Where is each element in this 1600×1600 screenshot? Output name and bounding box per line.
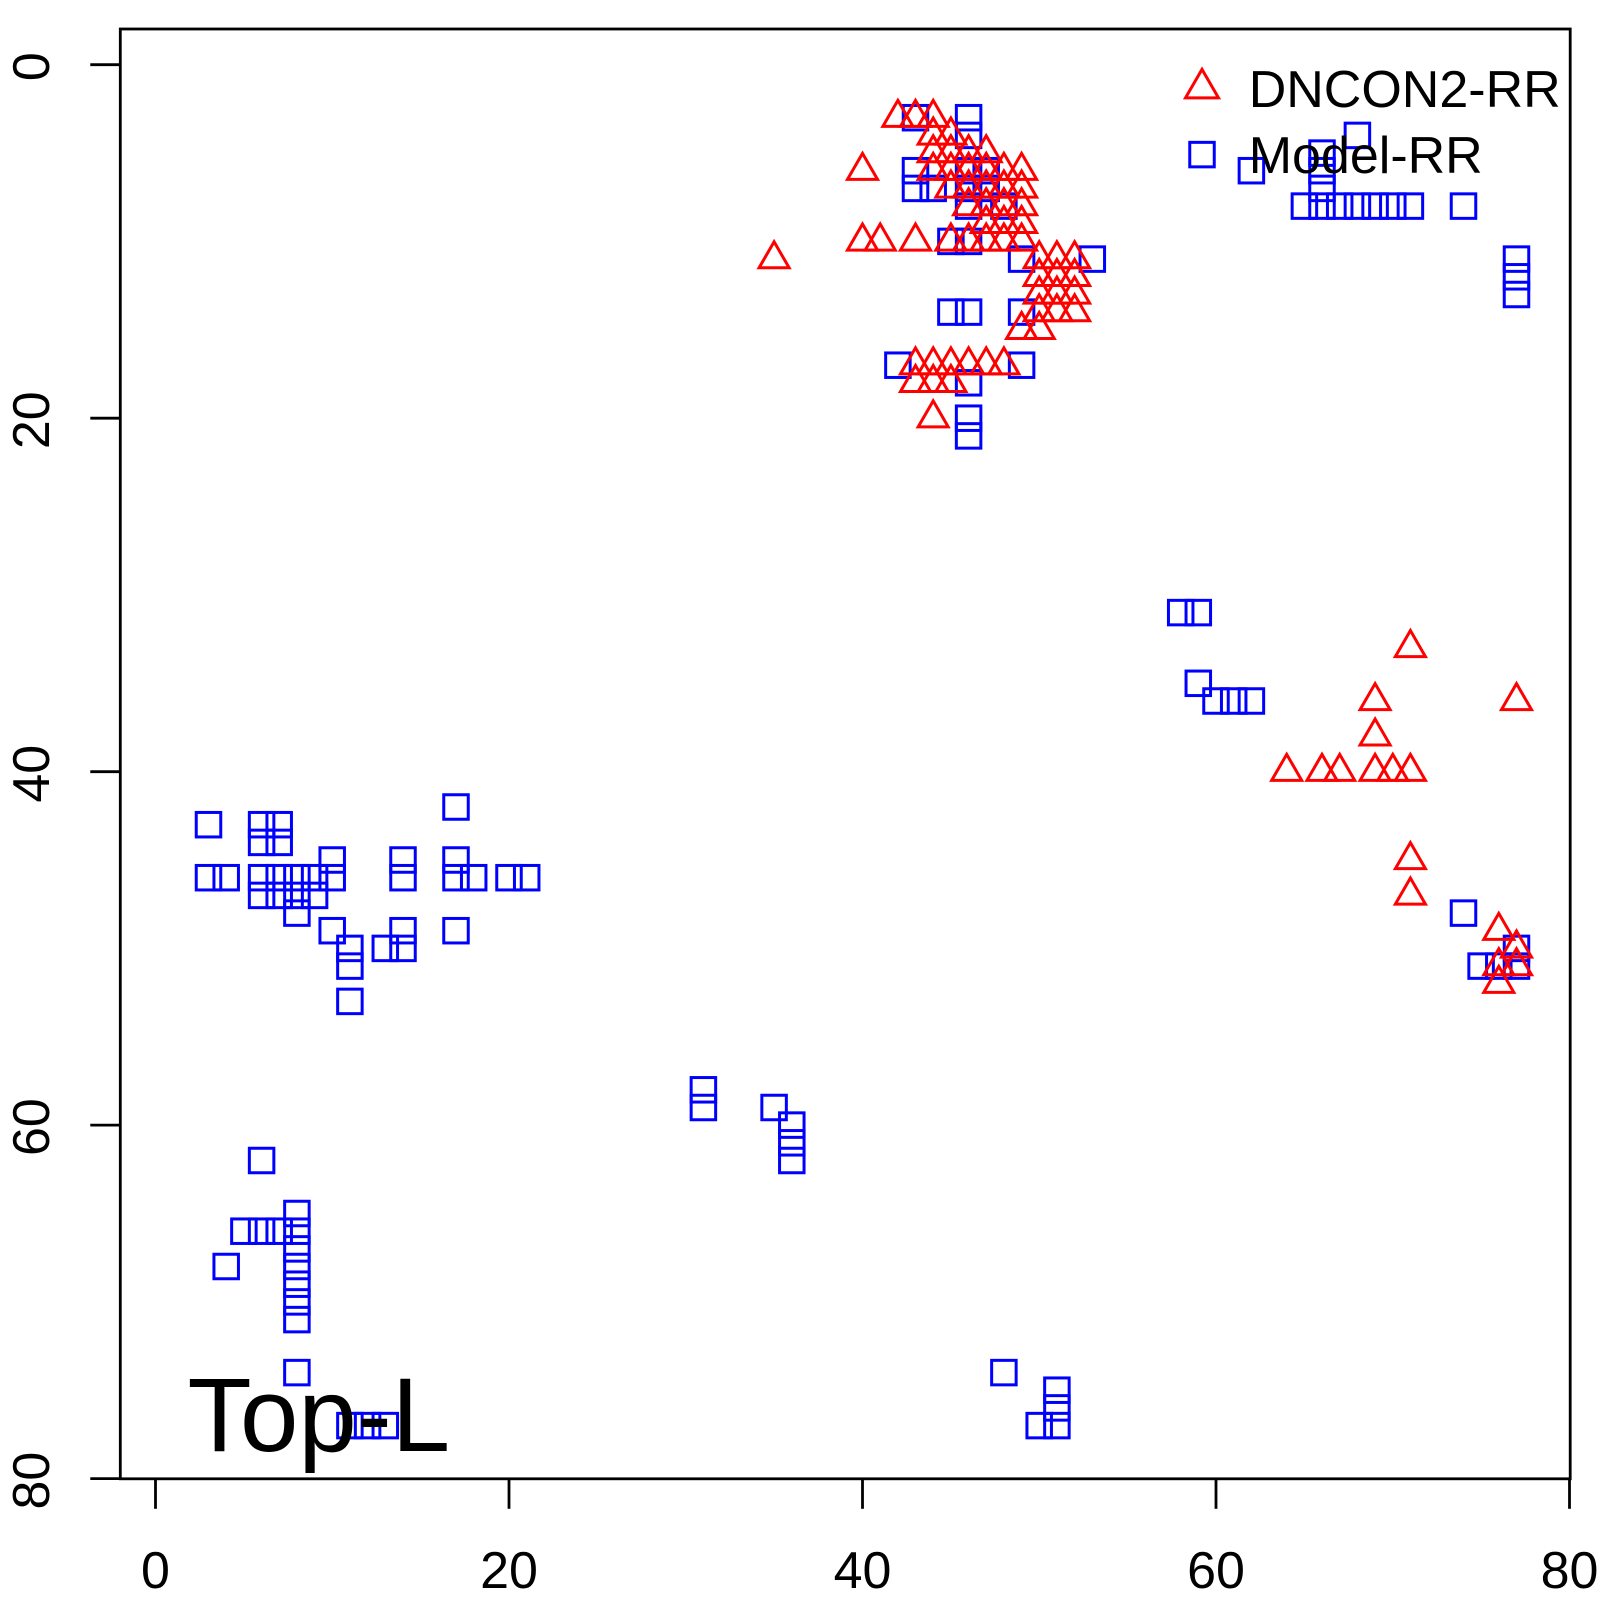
svg-text:40: 40 xyxy=(834,1542,892,1600)
svg-text:20: 20 xyxy=(480,1542,538,1600)
svg-text:Top-L: Top-L xyxy=(188,1357,451,1474)
svg-text:80: 80 xyxy=(3,1452,61,1510)
svg-text:0: 0 xyxy=(3,52,61,81)
svg-text:Model-RR: Model-RR xyxy=(1249,127,1483,185)
svg-text:DNCON2-RR: DNCON2-RR xyxy=(1249,61,1561,119)
svg-text:40: 40 xyxy=(3,745,61,803)
svg-text:60: 60 xyxy=(3,1098,61,1156)
svg-text:20: 20 xyxy=(3,391,61,449)
svg-text:0: 0 xyxy=(141,1542,170,1600)
svg-text:80: 80 xyxy=(1541,1542,1599,1600)
svg-text:60: 60 xyxy=(1187,1542,1245,1600)
